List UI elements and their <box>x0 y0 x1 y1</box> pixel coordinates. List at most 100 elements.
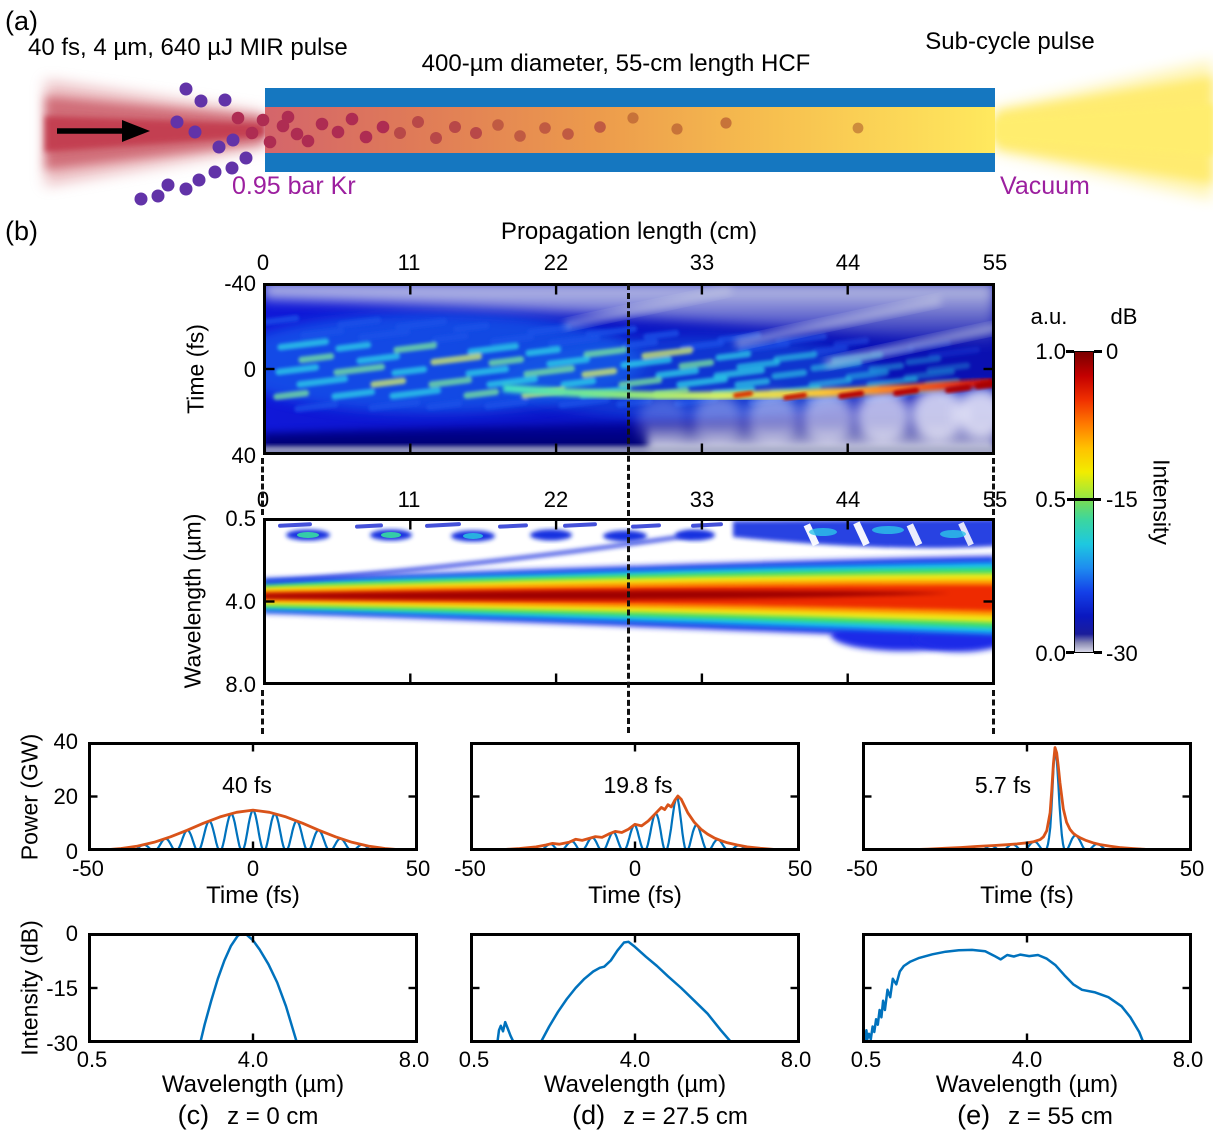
x-tick-label: -50 <box>846 856 878 881</box>
x-tick-label: 50 <box>405 856 431 881</box>
x-tick-label: 4.0 <box>619 1047 651 1072</box>
y-tick-label: -40 <box>224 271 256 296</box>
colorbar-left-tick-label: 0.0 <box>1035 641 1066 666</box>
colorbar-tick <box>1066 651 1074 654</box>
x-tick-label: 0.5 <box>850 1047 882 1072</box>
x-tick-label: 55 <box>982 250 1008 275</box>
wavelength-axis-label-bottom: Wavelength (µm) <box>543 1071 727 1098</box>
x-tick-label: 11 <box>397 487 421 512</box>
colorbar-tick <box>1094 350 1102 353</box>
y-tick-label: -15 <box>46 976 78 1001</box>
input-beam <box>45 80 265 186</box>
dashed-marker-line <box>261 458 264 515</box>
dashed-marker-line <box>627 284 630 733</box>
x-tick-label: 50 <box>787 856 813 881</box>
x-tick-label: 4.0 <box>237 1047 269 1072</box>
colorbar-title: Intensity <box>1148 459 1175 545</box>
x-tick-label: 55 <box>982 487 1008 512</box>
x-tick-label: 0.5 <box>76 1047 108 1072</box>
x-tick-label: 44 <box>835 487 861 512</box>
y-tick-label: -30 <box>46 1031 78 1056</box>
x-tick-label: 8.0 <box>1172 1047 1204 1072</box>
x-tick-label: -50 <box>454 856 486 881</box>
y-tick-label: 0 <box>65 921 78 946</box>
caption-letter: (d) <box>572 1100 606 1130</box>
spectrum-plot-c <box>88 933 418 1043</box>
gas-label: 0.95 bar Kr <box>232 172 356 200</box>
colorbar-tick <box>1066 350 1074 353</box>
colorbar-au-header: a.u. <box>1030 304 1068 329</box>
pulse-duration-annotation: 40 fs <box>222 772 272 798</box>
propagation-arrow <box>57 120 150 142</box>
x-tick-label: 33 <box>689 487 715 512</box>
output-beam <box>995 60 1213 200</box>
x-tick-label: -50 <box>72 856 104 881</box>
time-axis-label-bottom: Time (fs) <box>980 882 1074 909</box>
x-tick-label: 33 <box>689 250 715 275</box>
dispersive-wave-blobs <box>278 519 995 548</box>
caption-z-value: z = 27.5 cm <box>623 1103 748 1130</box>
caption-z-value: z = 0 cm <box>227 1103 319 1130</box>
caption-z-value: z = 55 cm <box>1008 1103 1113 1130</box>
intensity-axis-label: Intensity (dB) <box>16 920 43 1056</box>
wavelength-axis-label-bottom: Wavelength (µm) <box>161 1071 345 1098</box>
caption-letter: (c) <box>177 1100 210 1130</box>
x-tick-label: 0 <box>256 250 270 275</box>
wavelength-axis-label-bottom: Wavelength (µm) <box>935 1071 1119 1098</box>
x-tick-label: 0.5 <box>458 1047 490 1072</box>
caption-d: (d) z = 27.5 cm <box>572 1100 748 1131</box>
caption-letter: (e) <box>957 1100 991 1130</box>
x-tick-label: 50 <box>1179 856 1205 881</box>
x-tick-label: 22 <box>543 487 569 512</box>
power-plot-d <box>470 742 800 851</box>
dashed-marker-line <box>992 690 995 734</box>
colorbar-right-tick-label: -30 <box>1106 641 1138 666</box>
y-tick-label: 8.0 <box>225 672 256 697</box>
time-axis-label: Time (fs) <box>182 324 209 414</box>
vacuum-label: Vacuum <box>1000 172 1090 200</box>
fiber-bottom-wall <box>265 153 995 172</box>
wavelength-axis-label: Wavelength (µm) <box>179 513 206 689</box>
setup-schematic <box>45 60 1213 206</box>
time-axis-label-bottom: Time (fs) <box>588 882 682 909</box>
x-tick-label: 0 <box>1020 856 1034 881</box>
output-pulse-label: Sub-cycle pulse <box>925 28 1095 55</box>
colorbar-left-tick-label: 0.5 <box>1035 487 1066 512</box>
power-plot-c <box>88 742 418 851</box>
x-tick-label: 8.0 <box>398 1047 430 1072</box>
dashed-marker-line <box>261 690 264 734</box>
dashed-marker-line <box>992 458 995 515</box>
y-tick-label: 40 <box>231 443 256 468</box>
fiber-top-wall <box>265 88 995 107</box>
colorbar-tick <box>1067 498 1101 501</box>
spectrum-plot-e <box>862 933 1192 1043</box>
power-plot-e <box>862 742 1192 851</box>
panel-b-label: (b) <box>5 216 38 246</box>
caption-c: (c) z = 0 cm <box>178 1100 319 1131</box>
x-tick-label: 0 <box>246 856 260 881</box>
colorbar-tick <box>1094 651 1102 654</box>
white-scallops <box>637 387 995 455</box>
panel-a-label: (a) <box>5 6 38 36</box>
pulse-duration-annotation: 19.8 fs <box>603 772 673 798</box>
input-pulse-label: 40 fs, 4 µm, 640 µJ MIR pulse <box>28 34 348 61</box>
fiber-label: 400-µm diameter, 55-cm length HCF <box>421 50 811 77</box>
propagation-axis-title: Propagation length (cm) <box>500 218 758 245</box>
x-tick-label: 8.0 <box>780 1047 812 1072</box>
spectrum-plot-d <box>470 933 800 1043</box>
colorbar-gradient <box>1074 351 1094 653</box>
gas-dots <box>134 82 864 206</box>
colorbar-left-tick-label: 1.0 <box>1035 339 1066 364</box>
x-tick-label: 44 <box>835 250 861 275</box>
y-tick-label: 4.0 <box>225 589 256 614</box>
colorbar-right-tick-label: -15 <box>1106 487 1138 512</box>
y-tick-label: 40 <box>53 729 78 754</box>
x-tick-label: 11 <box>397 250 421 275</box>
time-axis-label-bottom: Time (fs) <box>206 882 300 909</box>
upper-arm <box>264 533 694 584</box>
x-tick-label: 4.0 <box>1011 1047 1043 1072</box>
pulse-duration-annotation: 5.7 fs <box>974 772 1032 798</box>
x-tick-label: 22 <box>543 250 569 275</box>
y-tick-label: 0 <box>243 357 256 382</box>
